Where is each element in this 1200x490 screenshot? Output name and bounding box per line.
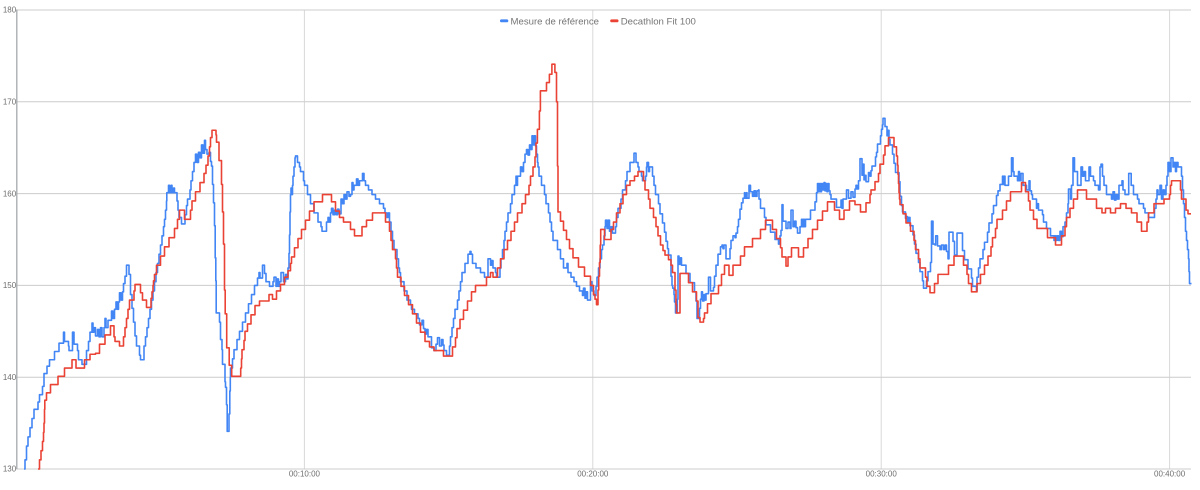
svg-text:00:40:00: 00:40:00 <box>1154 469 1186 478</box>
svg-text:160: 160 <box>3 189 17 198</box>
svg-text:00:30:00: 00:30:00 <box>866 469 898 478</box>
svg-text:Decathlon Fit 100: Decathlon Fit 100 <box>621 16 696 27</box>
svg-text:00:10:00: 00:10:00 <box>289 469 321 478</box>
svg-text:170: 170 <box>3 98 17 107</box>
svg-text:00:20:00: 00:20:00 <box>577 469 609 478</box>
svg-text:150: 150 <box>3 281 17 290</box>
svg-text:140: 140 <box>3 373 17 382</box>
svg-text:130: 130 <box>3 465 17 474</box>
svg-text:Mesure de référence: Mesure de référence <box>511 16 600 27</box>
svg-text:180: 180 <box>3 6 17 15</box>
